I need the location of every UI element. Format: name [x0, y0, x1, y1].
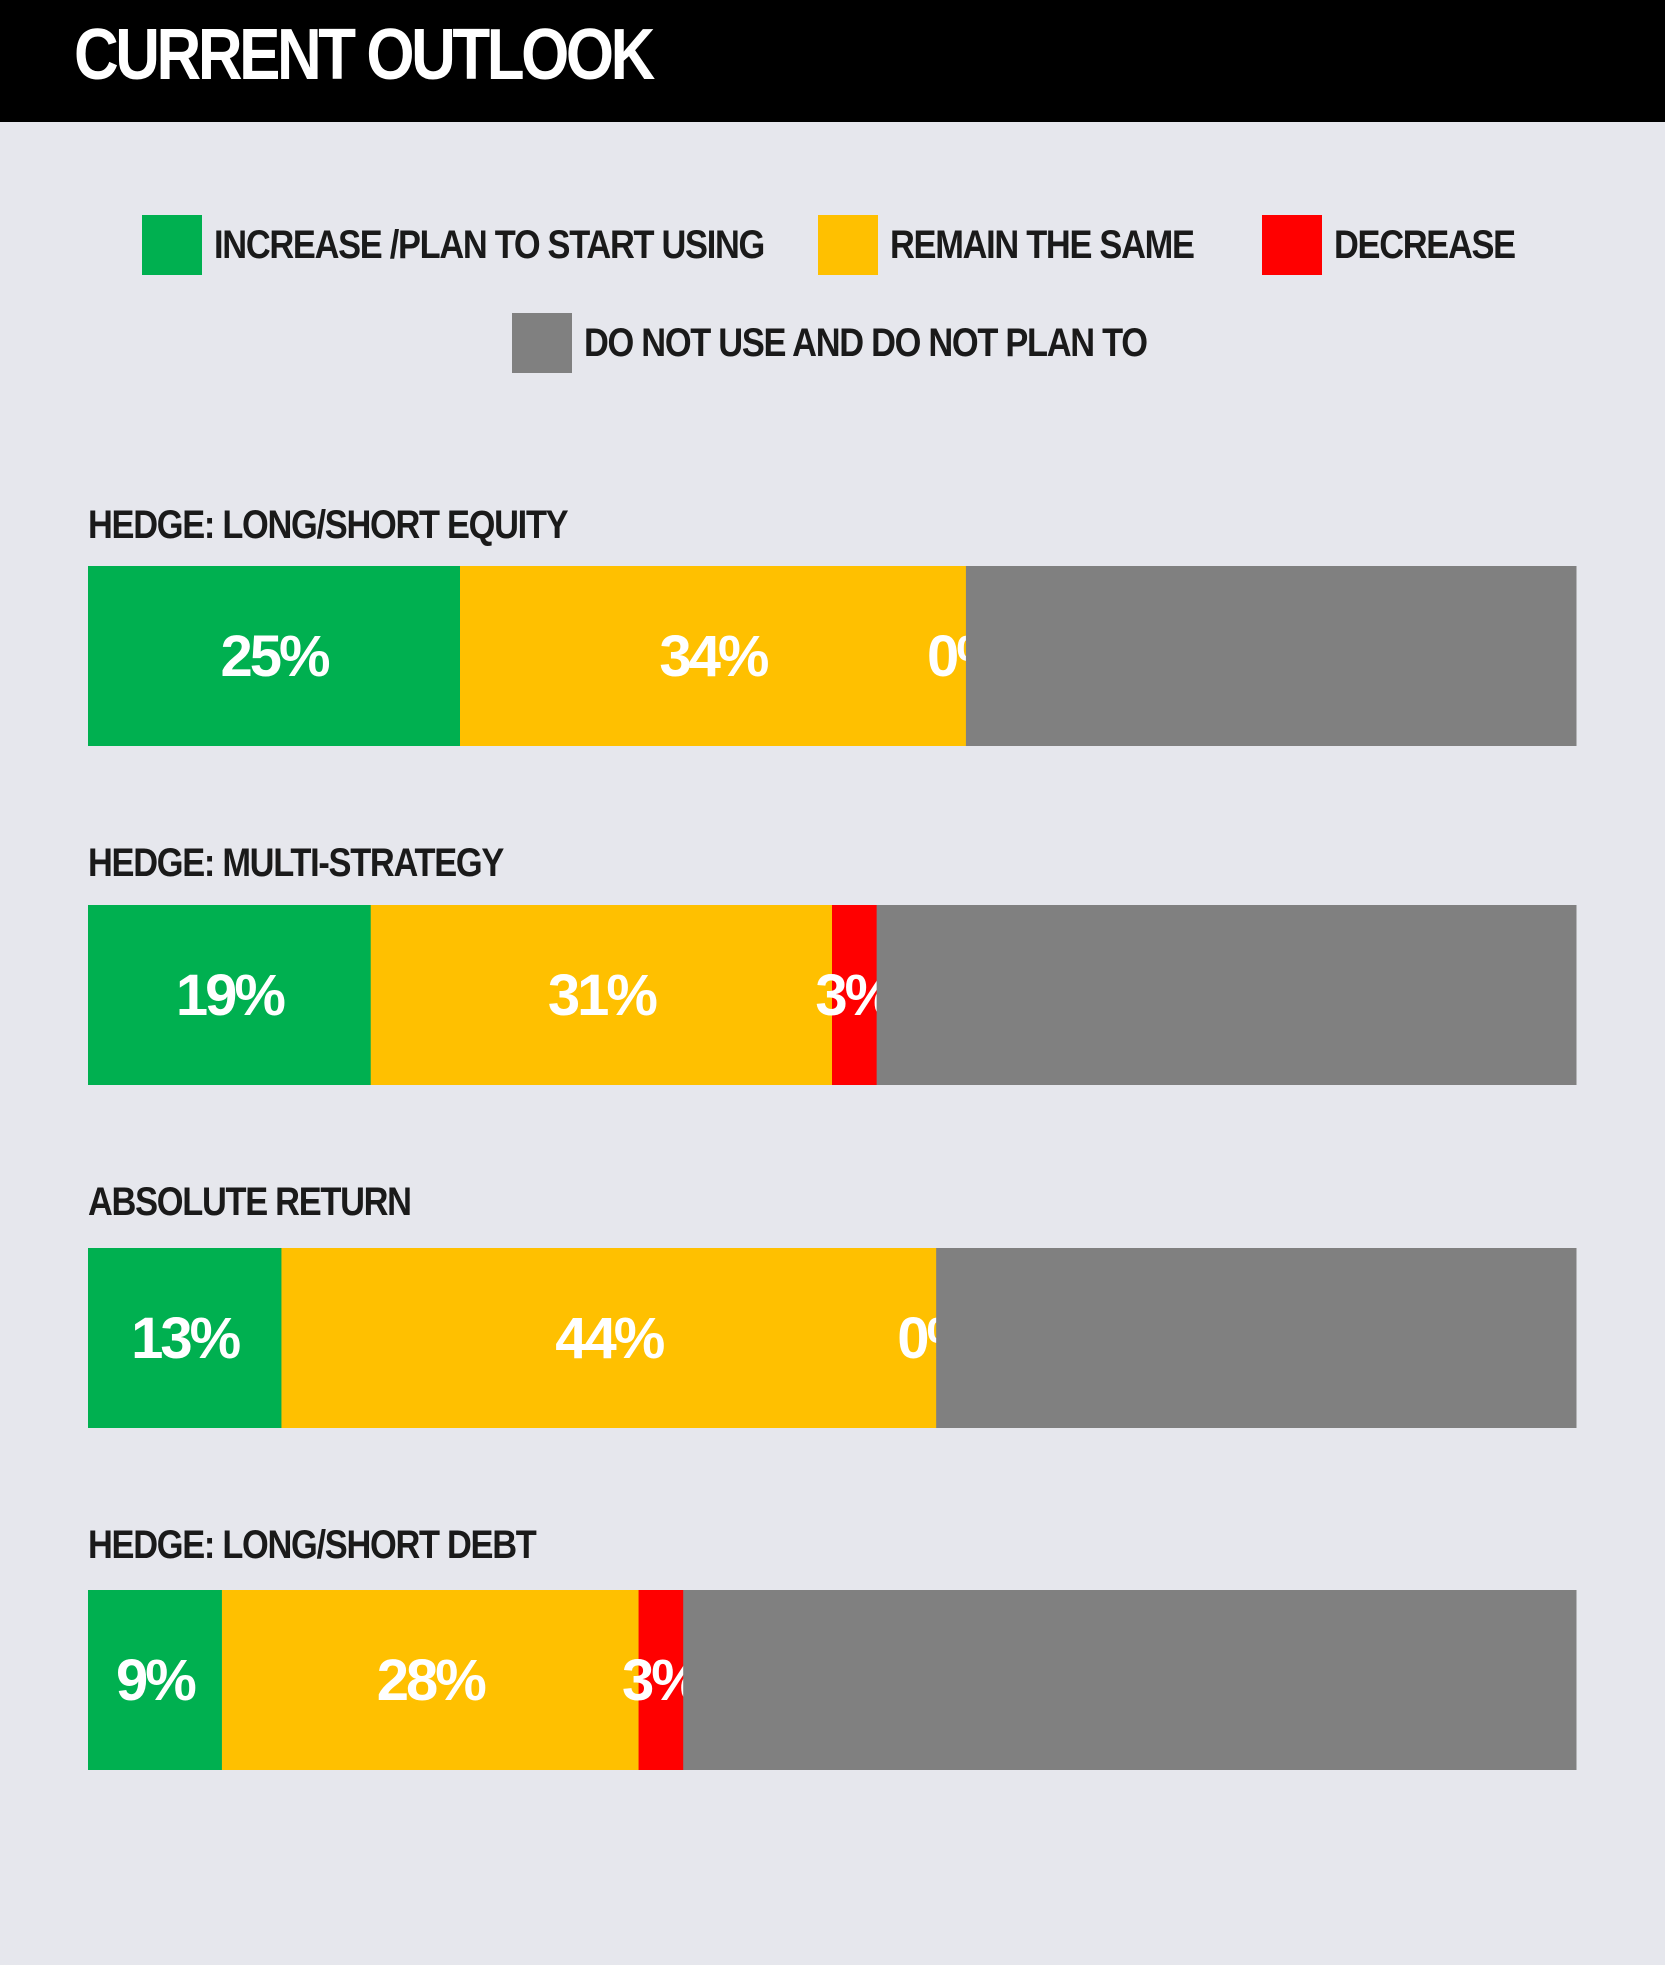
bar-segment-long-short-debt-increase [88, 1590, 223, 1770]
bar-label-long-short-debt-increase: 9% [116, 1648, 196, 1713]
bar-segment-absolute-return-same [281, 1248, 937, 1428]
row-title-absolute-return: ABSOLUTE RETURN [88, 1180, 412, 1224]
legend-label-decrease: DECREASE [1334, 222, 1516, 267]
bar-label-absolute-return-increase: 13% [131, 1306, 241, 1371]
legend-item-decrease: DECREASE [1262, 215, 1544, 275]
row-title-long-short-equity: HEDGE: LONG/SHORT EQUITY [88, 503, 569, 547]
bar-label-long-short-debt-same: 28% [377, 1648, 487, 1713]
legend-item-notuse: DO NOT USE AND DO NOT PLAN TO [512, 313, 1238, 373]
row-title-multi-strategy: HEDGE: MULTI-STRATEGY [88, 841, 504, 885]
bar-label-multi-strategy-increase: 19% [176, 963, 286, 1028]
bar-segment-long-short-debt-same [221, 1590, 640, 1770]
bar-segment-multi-strategy-decrease [832, 905, 878, 1085]
legend-label-same: REMAIN THE SAME [890, 222, 1195, 267]
bar-segment-long-short-debt-notuse [683, 1590, 1577, 1770]
bar-segment-long-short-debt-decrease [638, 1590, 684, 1770]
bar-label-absolute-return-same: 44% [555, 1306, 665, 1371]
legend-swatch-decrease [1262, 215, 1322, 275]
bar-label-long-short-equity-same: 34% [659, 624, 769, 689]
row-title-long-short-debt: HEDGE: LONG/SHORT DEBT [88, 1523, 537, 1567]
legend-swatch-increase [142, 215, 202, 275]
page-title: CURRENT OUTLOOK [74, 15, 655, 95]
legend-swatch-notuse [512, 313, 572, 373]
bar-segment-absolute-return-increase [88, 1248, 282, 1428]
bar-label-long-short-equity-increase: 25% [220, 624, 330, 689]
legend-swatch-same [818, 215, 878, 275]
bar-segment-multi-strategy-notuse [876, 905, 1577, 1085]
bar-segment-long-short-equity-notuse [965, 566, 1577, 746]
bar-segment-long-short-equity-increase [88, 566, 461, 746]
bar-segment-absolute-return-notuse [936, 1248, 1577, 1428]
header-bar: CURRENT OUTLOOK [0, 0, 1665, 122]
legend-label-increase: INCREASE /PLAN TO START USING [214, 222, 765, 267]
legend-item-same: REMAIN THE SAME [818, 215, 1243, 275]
bar-segment-long-short-equity-same [460, 566, 967, 746]
bar-segment-multi-strategy-same [370, 905, 833, 1085]
bar-label-multi-strategy-same: 31% [548, 963, 658, 1028]
legend-item-increase: INCREASE /PLAN TO START USING [142, 215, 854, 275]
legend-label-notuse: DO NOT USE AND DO NOT PLAN TO [584, 320, 1148, 365]
bar-segment-multi-strategy-increase [88, 905, 372, 1085]
